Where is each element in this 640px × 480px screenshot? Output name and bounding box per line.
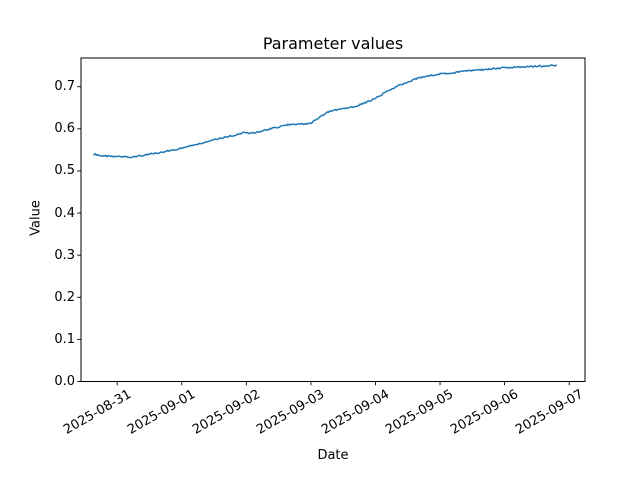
chart-title: Parameter values (262, 34, 404, 53)
y-tick-label: 0.1 (54, 331, 75, 347)
y-tick-label: 0.2 (54, 289, 75, 305)
x-tick-label: 2025-09-07 (486, 387, 586, 438)
x-axis-label: Date (317, 448, 349, 463)
y-tick-label: 0.7 (54, 79, 75, 95)
axes-spines (80, 57, 586, 382)
y-tick-label: 0.0 (54, 374, 75, 389)
y-tick-label: 0.4 (54, 205, 75, 221)
y-tick-label: 0.6 (54, 121, 75, 137)
y-tick-label: 0.3 (54, 247, 75, 263)
y-tick-label: 0.5 (54, 163, 75, 179)
data-line (93, 64, 558, 159)
